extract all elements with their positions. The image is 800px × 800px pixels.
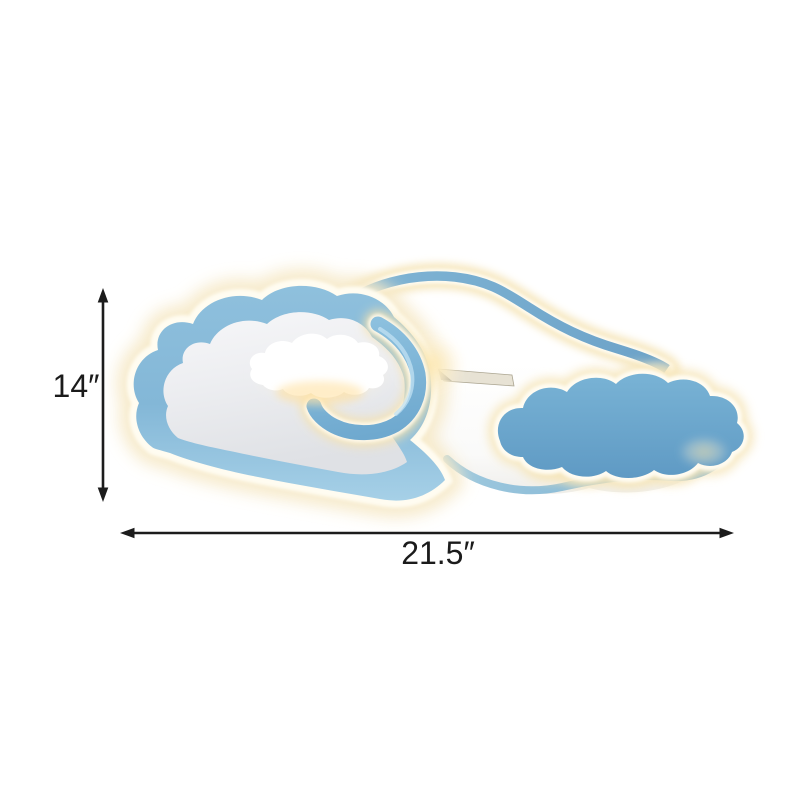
height-dimension-arrow <box>97 288 109 502</box>
left-cloud <box>116 269 466 518</box>
width-dimension-label: 21.5″ <box>401 535 475 571</box>
arrow-left-icon <box>120 527 135 539</box>
swoosh-accent <box>342 263 680 382</box>
height-dimension-label: 14″ <box>53 368 100 404</box>
width-dimension-arrow <box>120 527 734 539</box>
arrow-right-icon <box>719 527 734 539</box>
arrow-down-icon <box>97 487 109 502</box>
swirl-accent <box>300 310 433 447</box>
right-cloud <box>487 363 754 488</box>
inner-cloud-light <box>249 333 392 406</box>
arrow-up-icon <box>97 288 109 303</box>
